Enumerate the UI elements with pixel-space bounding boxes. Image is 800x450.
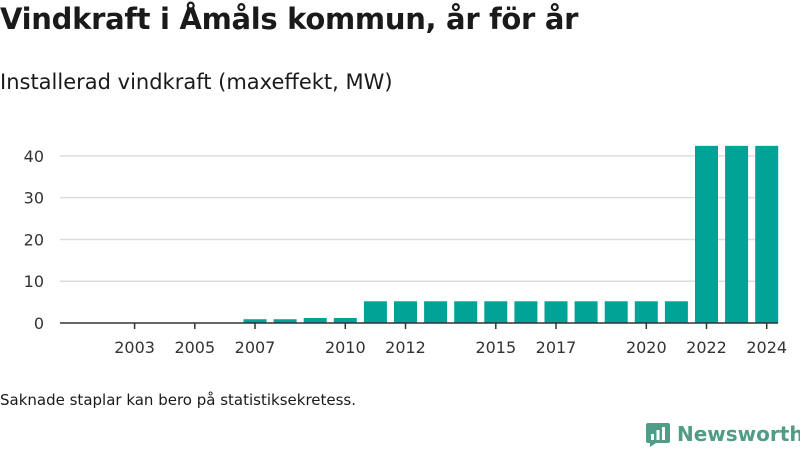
chart-subtitle: Installerad vindkraft (maxeffekt, MW) — [0, 70, 393, 94]
bar-2015 — [484, 301, 508, 323]
bar-2010 — [333, 317, 357, 323]
x-tick-label: 2012 — [385, 338, 426, 357]
bar-2014 — [454, 301, 478, 323]
bar-2011 — [363, 301, 387, 323]
y-axis-ticks: 0 10 20 30 40 — [24, 147, 44, 333]
bar-2021 — [664, 301, 688, 323]
x-tick-label: 2020 — [626, 338, 667, 357]
bar-2008 — [273, 319, 297, 323]
bar-2013 — [424, 301, 448, 323]
chart-title: Vindkraft i Åmåls kommun, år för år — [0, 2, 579, 36]
brand-name: Newsworthy — [677, 422, 800, 446]
y-tick-label: 10 — [24, 272, 44, 291]
x-tick-label: 2010 — [325, 338, 366, 357]
bar-2012 — [394, 301, 417, 323]
y-tick-label: 30 — [24, 189, 44, 208]
bar-2023 — [725, 145, 749, 323]
x-tick-label: 2017 — [536, 338, 577, 357]
y-tick-label: 20 — [24, 230, 44, 249]
bar-2016 — [514, 301, 538, 323]
bar-2022 — [695, 145, 718, 323]
bar-2020 — [634, 301, 658, 323]
bar-2007 — [243, 319, 267, 323]
bar-2017 — [544, 301, 568, 323]
bars — [243, 145, 779, 323]
newsworthy-icon — [646, 423, 670, 447]
bar-2018 — [574, 301, 598, 323]
x-tick-label: 2022 — [686, 338, 727, 357]
x-tick-label: 2024 — [746, 338, 787, 357]
brand-logo[interactable]: Newsworthy — [645, 420, 800, 448]
x-tick-label: 2005 — [174, 338, 215, 357]
footnote: Saknade staplar kan bero på statistiksek… — [0, 391, 357, 409]
y-tick-label: 40 — [24, 147, 44, 166]
x-axis-ticks: 2003 2005 2007 2010 2012 2015 2017 2020 2022 2024 — [114, 323, 787, 357]
bar-2024 — [755, 145, 779, 323]
x-tick-label: 2003 — [114, 338, 155, 357]
bar-2009 — [303, 317, 327, 323]
x-tick-label: 2007 — [235, 338, 276, 357]
x-tick-label: 2015 — [475, 338, 516, 357]
y-tick-label: 0 — [34, 314, 44, 333]
bar-2019 — [604, 301, 628, 323]
grid-lines — [60, 155, 778, 282]
